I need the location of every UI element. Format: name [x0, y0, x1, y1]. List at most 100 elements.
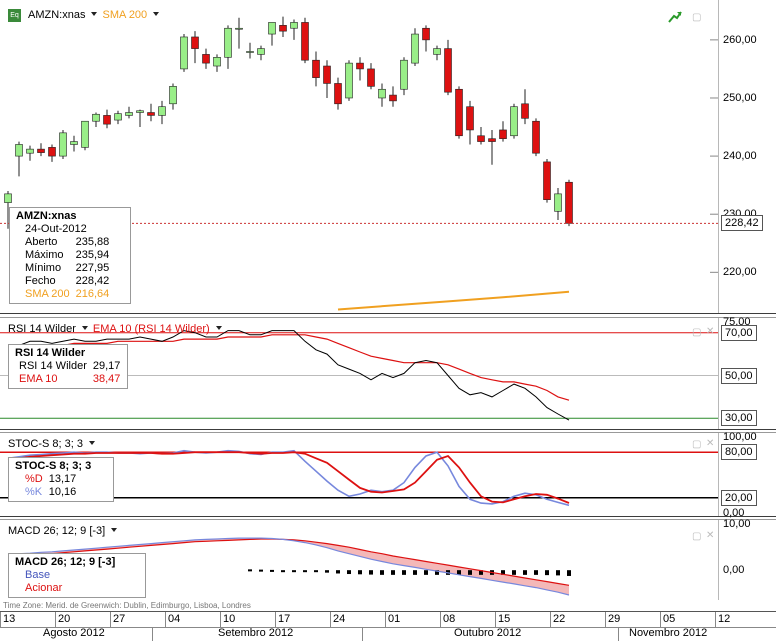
legend-title: AMZN:xnas [16, 210, 77, 222]
stochastic-pane[interactable]: 100,00 80,00 20,00 0,00 STOC-S 8; 3; 3 ▢ ✕ … [0, 431, 776, 519]
candle [323, 65, 331, 84]
x-axis-separator [550, 612, 551, 627]
macd-histogram-bar [512, 570, 516, 575]
x-axis-separator [330, 612, 331, 627]
stochastic-pane-header: STOC-S 8; 3; 3 [8, 438, 97, 450]
rsi-pane[interactable]: 75,00 70,00 50,00 30,00 RSI 14 Wilder EMA 1… [0, 316, 776, 430]
legend-row: Mínimo 227,95 [25, 262, 110, 274]
candle [4, 193, 12, 203]
x-tick-label: 04 [168, 613, 181, 625]
x-tick-label: 20 [58, 613, 71, 625]
candle [444, 48, 452, 93]
rsi-overlay-dropdown-icon[interactable] [215, 326, 222, 331]
macd-chart[interactable] [0, 520, 719, 600]
macd-histogram-bar [270, 569, 274, 572]
month-label: Setembro 2012 [218, 627, 294, 639]
candle [279, 25, 287, 32]
y-tick-label: 250,00 [723, 91, 757, 104]
x-tick-label: 05 [663, 613, 676, 625]
macd-histogram-bar [259, 569, 263, 572]
macd-histogram-bar [358, 570, 362, 575]
x-axis-separator [0, 612, 1, 627]
macd-close-icon[interactable]: ✕ [706, 530, 715, 541]
macd-pane[interactable]: 10,00 0,00 MACD 26; 12; 9 [-3] ▢ ✕ MACD 2… [0, 518, 776, 600]
candle [224, 27, 232, 58]
last-price-tag: 228,42 [721, 215, 763, 232]
macd-legend: MACD 26; 12; 9 [-3] Base Acionar [8, 553, 146, 598]
x-axis-separator [110, 612, 111, 627]
candle [400, 59, 408, 90]
candle [202, 54, 210, 64]
x-axis-separator [660, 612, 661, 627]
macd-y-axis: 10,00 0,00 [719, 518, 776, 600]
candle [356, 62, 364, 70]
month-separator [362, 627, 363, 641]
macd-histogram-bar [336, 570, 340, 574]
candle [532, 120, 540, 154]
candle [290, 22, 298, 29]
rsi-maximize-icon[interactable]: ▢ [692, 327, 702, 338]
candle [301, 22, 309, 61]
macd-histogram-bar [281, 570, 285, 573]
candle [92, 113, 100, 122]
macd-histogram-bar [468, 570, 472, 575]
price-pane[interactable]: 260,00 250,00 240,00 230,00 220,00 228,42 Eq … [0, 0, 776, 314]
legend-date: 24-Out-2012 [25, 223, 87, 235]
macd-legend-title: MACD 26; 12; 9 [-3] [15, 556, 116, 568]
x-tick-label: 15 [498, 613, 511, 625]
macd-histogram-bar [567, 570, 571, 576]
stochastic-close-icon[interactable]: ✕ [706, 438, 715, 449]
x-tick-label: 24 [333, 613, 346, 625]
x-axis-separator [55, 612, 56, 627]
macd-histogram-bar [303, 570, 307, 573]
trend-icon[interactable] [668, 11, 682, 23]
legend-row: Aberto 235,88 [25, 236, 110, 248]
y-tick-label: 220,00 [723, 266, 757, 279]
symbol-label[interactable]: AMZN:xnas [28, 9, 86, 21]
stochastic-dropdown-icon[interactable] [89, 441, 95, 446]
stochastic-chart[interactable] [0, 433, 719, 516]
month-label: Novembro 2012 [629, 627, 708, 639]
candle [455, 88, 463, 137]
candle [169, 86, 177, 105]
overlay-label[interactable]: SMA 200 [102, 9, 148, 21]
x-axis-separator [385, 612, 386, 627]
rsi-dropdown-icon[interactable] [81, 326, 88, 331]
macd-label[interactable]: MACD 26; 12; 9 [-3] [8, 525, 106, 537]
candle [70, 141, 78, 145]
maximize-icon[interactable]: ▢ [692, 12, 702, 23]
rsi-close-icon[interactable]: ✕ [706, 326, 715, 337]
stochastic-label[interactable]: STOC-S 8; 3; 3 [8, 438, 83, 450]
x-tick-label: 22 [553, 613, 566, 625]
rsi-overlay-label[interactable]: EMA 10 (RSI 14 Wilder) [92, 323, 210, 335]
rsi-label[interactable]: RSI 14 Wilder [8, 323, 76, 335]
rsi-line [8, 330, 570, 421]
overlay-dropdown-icon[interactable] [153, 12, 160, 17]
macd-histogram-bar [413, 570, 417, 575]
candle [191, 36, 199, 49]
timezone-label: Time Zone: Merid. de Greenwich: Dublin, … [3, 601, 251, 610]
stochastic-y-axis: 100,00 80,00 20,00 0,00 [719, 431, 776, 519]
price-chart[interactable] [0, 0, 719, 313]
candle [565, 181, 573, 224]
macd-base-line [7, 537, 570, 596]
macd-dropdown-icon[interactable] [111, 528, 118, 533]
candle [15, 144, 23, 157]
candle [136, 110, 144, 113]
candle [125, 112, 133, 116]
macd-histogram-bar [457, 570, 461, 575]
candle [367, 68, 375, 87]
x-tick-label: 13 [3, 613, 16, 625]
candle [37, 148, 45, 153]
candle [257, 48, 265, 55]
legend-row: Máximo 235,94 [25, 249, 110, 261]
candle [521, 103, 529, 119]
candle [158, 106, 166, 116]
stochastic-maximize-icon[interactable]: ▢ [692, 439, 702, 450]
symbol-dropdown-icon[interactable] [91, 12, 98, 17]
y-tick-label: 50,00 [721, 367, 757, 384]
macd-maximize-icon[interactable]: ▢ [692, 531, 702, 542]
macd-histogram-bar [402, 570, 406, 575]
x-axis-separator [605, 612, 606, 627]
macd-legend-base: Base [25, 569, 51, 581]
